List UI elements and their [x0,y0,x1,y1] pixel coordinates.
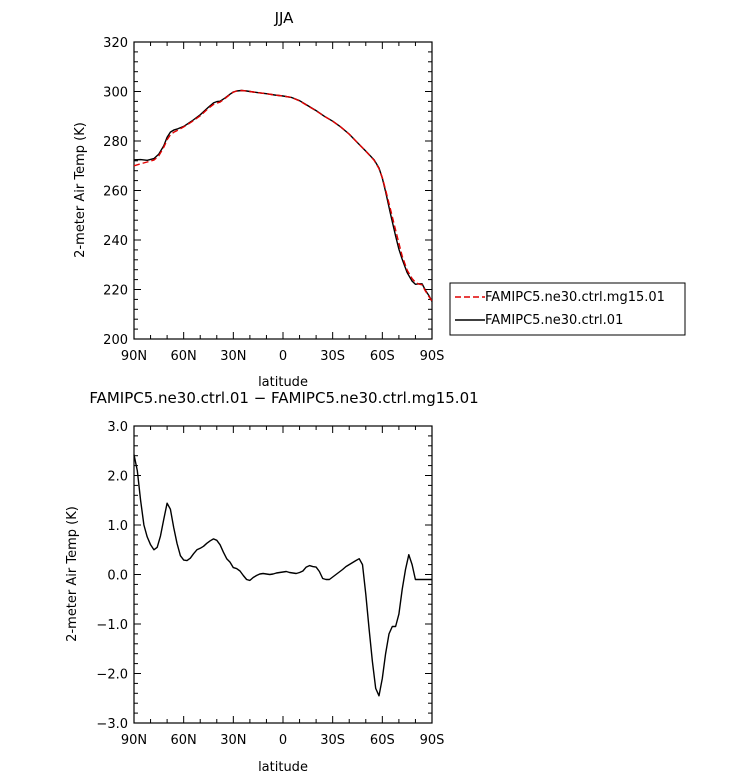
y-tick-label: −3.0 [96,717,128,732]
series-line [133,454,432,697]
x-tick-label: 90N [121,733,147,748]
x-tick-label: 0 [279,733,287,748]
bottom-series-group [133,454,432,697]
legend-label-ctrl: FAMIPC5.ne30.ctrl.01 [485,313,623,328]
legend: FAMIPC5.ne30.ctrl.mg15.01 FAMIPC5.ne30.c… [449,282,686,336]
x-tick-label: 60N [171,349,197,364]
x-tick-label: 30S [320,349,345,364]
top-chart-title: JJA [274,9,295,27]
x-tick-label: 60S [370,349,395,364]
top-x-axis-label: latitude [258,375,308,390]
y-tick-label: 240 [103,234,128,249]
y-tick-label: 220 [103,284,128,299]
legend-label-mg15: FAMIPC5.ne30.ctrl.mg15.01 [485,290,665,305]
x-tick-label: 90N [121,349,147,364]
x-tick-label: 0 [279,349,287,364]
y-tick-label: 3.0 [107,420,128,435]
y-tick-label: 300 [103,86,128,101]
bottom-panel: FAMIPC5.ne30.ctrl.01 − FAMIPC5.ne30.ctrl… [65,389,479,775]
bottom-plot-frame [133,425,433,724]
x-tick-label: 30N [220,733,246,748]
series-line [133,89,433,302]
y-tick-label: 260 [103,185,128,200]
y-tick-label: 0.0 [107,569,128,584]
bottom-axis-ticks: 90N 60N 30N 0 30S 60S 90S 3.0 2.0 1.0 0.0 −1.0 −2.0 −… [96,420,444,748]
y-tick-label: 200 [103,333,128,348]
top-series-group [133,89,433,302]
y-tick-label: 320 [103,36,128,51]
x-tick-label: 30N [220,349,246,364]
x-tick-label: 30S [320,733,345,748]
x-tick-label: 60S [370,733,395,748]
y-tick-label: 280 [103,135,128,150]
bottom-y-axis-label: 2-meter Air Temp (K) [65,506,80,642]
top-panel: JJA 90N 60N 30N 0 30S 60S 90S 200 220 240 260 280 30… [73,9,444,390]
y-tick-label: 2.0 [107,470,128,485]
x-tick-label: 60N [171,733,197,748]
y-tick-label: −2.0 [96,668,128,683]
legend-box [449,282,686,336]
x-tick-label: 90S [420,349,445,364]
y-tick-label: −1.0 [96,618,128,633]
top-y-axis-label: 2-meter Air Temp (K) [73,122,88,258]
x-tick-label: 90S [420,733,445,748]
y-tick-label: 1.0 [107,519,128,534]
bottom-x-axis-label: latitude [258,760,308,775]
bottom-chart-title: FAMIPC5.ne30.ctrl.01 − FAMIPC5.ne30.ctrl… [89,389,478,407]
top-plot-frame [133,41,433,340]
top-axis-ticks: 90N 60N 30N 0 30S 60S 90S 200 220 240 260 280 300 320 [103,36,444,364]
